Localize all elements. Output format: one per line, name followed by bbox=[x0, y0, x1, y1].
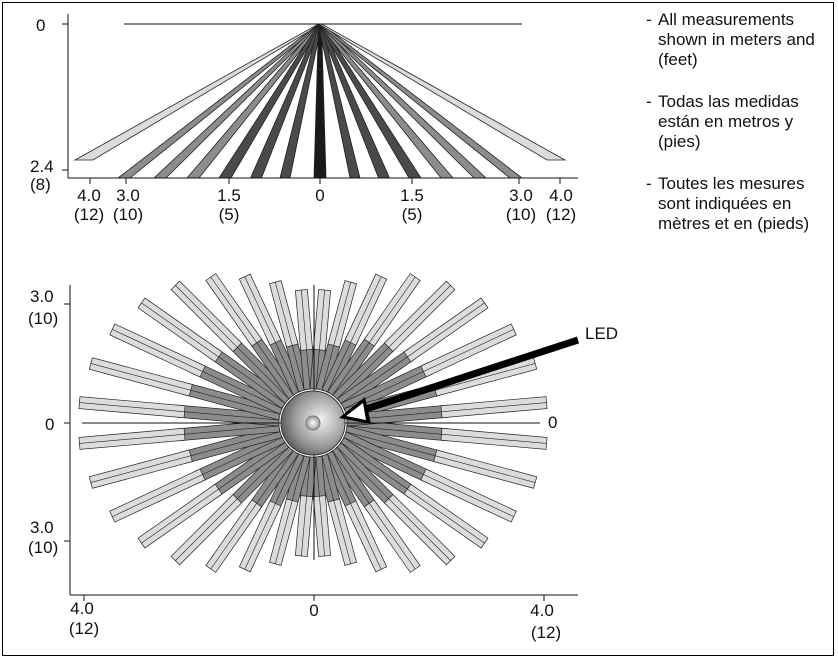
side-x-sub-5: (10) bbox=[506, 205, 536, 224]
plan-beam-30 bbox=[327, 273, 421, 400]
plan-y-label-zero: 0 bbox=[45, 415, 54, 434]
side-x-label-0: 4.0 bbox=[77, 186, 101, 205]
plan-beam-0 bbox=[345, 419, 548, 450]
note-english: - All measurements shown in meters and (f… bbox=[646, 10, 828, 70]
plan-x-label-right: 4.0 bbox=[530, 601, 554, 620]
plan-beam-4 bbox=[332, 442, 456, 566]
plan-x-label-zero: 0 bbox=[309, 601, 318, 620]
side-view: 0 2.4 (8) 4.0 (12) 3.0 (10) 1.5 (5) 0 1.… bbox=[30, 14, 578, 224]
side-x-label-1: 3.0 bbox=[116, 186, 140, 205]
side-x-label-3: 0 bbox=[315, 186, 324, 205]
plan-y-label-top: 3.0 bbox=[30, 287, 54, 306]
side-y-label-24: 2.4 bbox=[30, 157, 54, 176]
led-label: LED bbox=[585, 324, 618, 343]
plan-y-label-bottom: 3.0 bbox=[30, 518, 54, 537]
plan-beam-10 bbox=[269, 453, 311, 566]
plan-beam-29 bbox=[321, 273, 388, 396]
side-x-sub-6: (12) bbox=[546, 205, 576, 224]
side-view-beams bbox=[73, 23, 567, 179]
plan-beam-31 bbox=[332, 280, 456, 404]
note-text: Toutes les mesures sont indiquées en mèt… bbox=[658, 174, 810, 233]
side-x-label-2: 1.5 bbox=[217, 186, 241, 205]
plan-beam-14 bbox=[137, 437, 290, 549]
side-x-ticks bbox=[89, 178, 561, 184]
plan-beam-3 bbox=[336, 437, 489, 549]
note-spanish: - Todas las medidas están en metros y (pi… bbox=[646, 92, 828, 152]
plan-right-zero: 0 bbox=[548, 413, 557, 432]
plan-beam-21 bbox=[137, 297, 290, 409]
plan-view: LED 3.0 (10) 0 0 3.0 (10) 4.0 (12) 0 4.0… bbox=[28, 273, 618, 642]
measurement-notes: - All measurements shown in meters and (f… bbox=[646, 10, 828, 256]
plan-x-sub-right: (12) bbox=[531, 623, 561, 642]
led-pointer-arrow bbox=[339, 336, 580, 424]
plan-y-sub-bottom: (10) bbox=[28, 538, 58, 557]
side-y-label-0: 0 bbox=[36, 16, 45, 35]
plan-x-sub-left: (12) bbox=[69, 619, 99, 638]
note-dash: - bbox=[646, 92, 652, 111]
plan-beam-35 bbox=[345, 396, 548, 427]
side-x-sub-4: (5) bbox=[402, 205, 423, 224]
plan-beam-22 bbox=[170, 280, 294, 404]
plan-beam-28 bbox=[315, 280, 357, 393]
plan-beam-20 bbox=[109, 323, 286, 415]
plan-beam-16 bbox=[88, 425, 283, 489]
side-x-label-5: 3.0 bbox=[509, 186, 533, 205]
side-y-label-24-ft: (8) bbox=[30, 175, 51, 194]
led-indicator bbox=[305, 415, 321, 431]
side-x-label-4: 1.5 bbox=[400, 186, 424, 205]
plan-beam-19 bbox=[88, 357, 283, 421]
plan-beam-12 bbox=[205, 446, 299, 573]
side-x-label-6: 4.0 bbox=[549, 186, 573, 205]
plan-beam-32 bbox=[336, 297, 489, 409]
plan-beam-18 bbox=[78, 396, 281, 427]
side-x-sub-2: (5) bbox=[219, 205, 240, 224]
note-dash: - bbox=[646, 174, 652, 193]
plan-x-label-left: 4.0 bbox=[70, 599, 94, 618]
plan-beam-15 bbox=[109, 431, 286, 523]
note-text: Todas las medidas están en metros y (pie… bbox=[658, 92, 799, 151]
plan-view-beams bbox=[78, 273, 548, 573]
note-french: - Toutes les mesures sont indiquées en mè… bbox=[646, 174, 828, 234]
plan-beam-1 bbox=[343, 425, 538, 489]
note-dash: - bbox=[646, 10, 652, 29]
plan-beam-2 bbox=[340, 431, 517, 523]
plan-beam-17 bbox=[78, 419, 281, 450]
plan-beam-23 bbox=[205, 273, 299, 400]
plan-beam-11 bbox=[238, 450, 305, 573]
note-text: All measurements shown in meters and (fe… bbox=[658, 10, 815, 69]
plan-y-sub-top: (10) bbox=[28, 309, 58, 328]
plan-beam-13 bbox=[170, 442, 294, 566]
side-x-sub-1: (10) bbox=[113, 205, 143, 224]
side-x-sub-0: (12) bbox=[74, 205, 104, 224]
